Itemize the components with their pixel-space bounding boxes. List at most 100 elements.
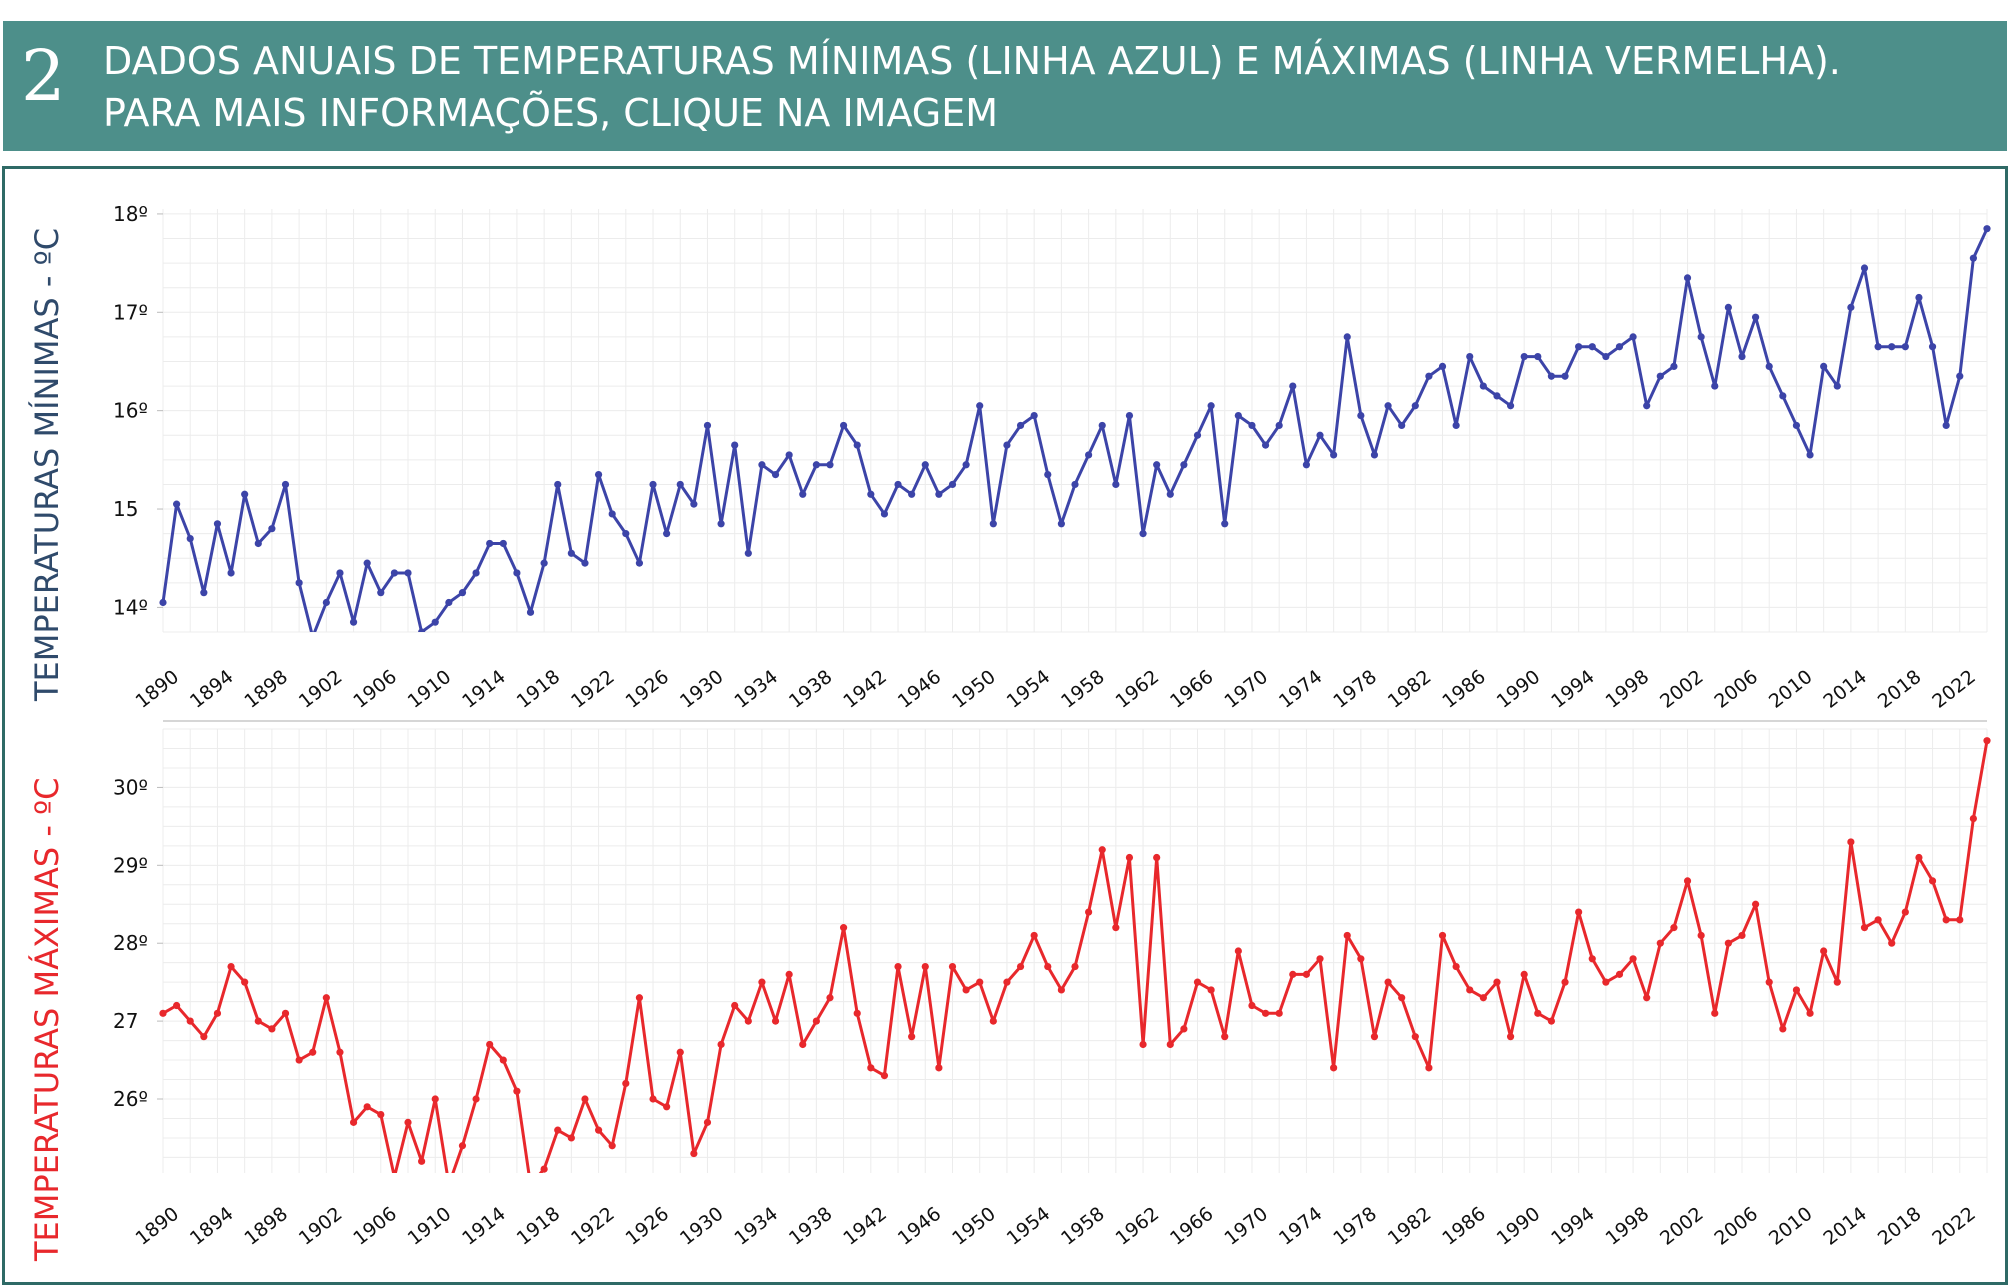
max-data-point	[254, 1017, 262, 1025]
max-xtick-label: 2002	[1656, 1203, 1708, 1250]
max-data-point	[1588, 955, 1596, 963]
max-data-point	[186, 1017, 194, 1025]
min-data-point	[1547, 372, 1556, 380]
max-xtick-label: 1954	[1003, 1203, 1055, 1250]
max-data-point	[1888, 939, 1896, 947]
min-data-point	[540, 559, 548, 567]
max-data-point	[295, 1056, 303, 1064]
max-data-point	[867, 1064, 875, 1072]
min-data-point	[1575, 343, 1583, 351]
max-data-point	[1071, 962, 1079, 971]
max-data-point	[649, 1095, 657, 1103]
min-xtick-label: 2018	[1874, 666, 1926, 713]
min-ytick-label: 15	[113, 497, 138, 521]
min-data-point	[513, 569, 521, 577]
min-data-point	[1153, 461, 1161, 469]
min-data-point	[594, 471, 603, 479]
max-data-point	[1330, 1064, 1338, 1072]
max-data-point	[799, 1040, 807, 1049]
max-data-point	[690, 1149, 698, 1158]
min-data-point	[1466, 352, 1474, 361]
min-data-point	[418, 628, 426, 632]
min-xtick-label: 1946	[894, 666, 946, 713]
min-data-point	[1193, 431, 1202, 439]
max-data-point	[1466, 986, 1474, 994]
min-plot-area	[163, 209, 1987, 632]
max-xtick-label: 1950	[948, 1203, 1000, 1250]
max-xtick-label: 1978	[1329, 1203, 1381, 1250]
min-xtick-label: 2022	[1928, 666, 1980, 713]
max-data-point	[1942, 916, 1950, 924]
min-data-point	[1085, 451, 1093, 459]
min-data-point	[1438, 362, 1447, 370]
min-xtick-label: 1926	[622, 666, 674, 713]
max-data-point	[1357, 955, 1365, 963]
max-data-point	[200, 1033, 208, 1041]
min-data-point	[186, 534, 194, 543]
min-data-point	[1398, 421, 1406, 430]
max-data-point	[1983, 737, 1991, 745]
max-data-point	[1928, 877, 1937, 885]
min-xtick-label: 1962	[1112, 666, 1164, 713]
max-xtick-label: 1906	[349, 1203, 401, 1250]
min-data-point	[717, 520, 725, 528]
min-data-point	[1289, 382, 1297, 390]
max-data-point	[1697, 931, 1705, 940]
min-data-point	[1248, 421, 1256, 430]
max-data-point	[1261, 1009, 1270, 1017]
max-data-point	[322, 994, 330, 1002]
min-data-point	[1071, 480, 1079, 489]
max-xtick-label: 1994	[1547, 1203, 1599, 1250]
max-data-point	[227, 962, 235, 971]
min-xtick-label: 1918	[513, 666, 565, 713]
max-xtick-label: 1898	[240, 1203, 292, 1250]
max-data-point	[1493, 978, 1501, 986]
max-data-point	[1847, 838, 1855, 846]
max-data-point	[1711, 1009, 1719, 1017]
max-xtick-label: 2022	[1928, 1203, 1980, 1250]
max-xtick-label: 1982	[1384, 1203, 1436, 1250]
min-data-point	[703, 421, 712, 430]
min-xtick-label: 1950	[948, 666, 1000, 713]
min-data-point	[976, 402, 984, 410]
figure-number: 2	[21, 35, 66, 117]
max-data-point	[1221, 1033, 1229, 1041]
min-data-point	[1275, 421, 1283, 430]
max-data-point	[1438, 931, 1447, 940]
min-data-point	[1697, 333, 1705, 341]
max-data-point	[404, 1118, 412, 1126]
max-data-point	[363, 1103, 371, 1111]
min-data-point	[336, 569, 344, 577]
min-data-point	[1370, 451, 1379, 459]
max-xtick-label: 1922	[567, 1203, 619, 1250]
min-data-point	[554, 480, 562, 489]
header-title-line1: DADOS ANUAIS DE TEMPERATURAS MÍNIMAS (LI…	[103, 39, 1841, 83]
max-data-point	[1860, 924, 1869, 932]
max-data-point	[622, 1079, 630, 1088]
min-data-point	[812, 461, 820, 469]
min-ytick-label: 17º	[113, 300, 148, 324]
min-data-point	[1479, 382, 1487, 390]
min-data-point	[1139, 530, 1147, 538]
charts-panel[interactable]: 14º 15 16º 17º 18º 1890 1894 1898 1902 1906 1910 19…	[2, 166, 2008, 1285]
min-data-point	[1452, 421, 1460, 430]
max-data-point	[1820, 947, 1828, 955]
min-data-point	[908, 490, 916, 498]
min-data-point	[241, 490, 249, 498]
min-xtick-label: 1978	[1329, 666, 1381, 713]
min-xtick-label: 1994	[1547, 666, 1599, 713]
max-data-point	[880, 1072, 889, 1080]
max-data-point	[1289, 970, 1297, 978]
max-data-point	[1874, 916, 1882, 924]
min-data-point	[1003, 441, 1011, 449]
header-banner[interactable]: 2 DADOS ANUAIS DE TEMPERATURAS MÍNIMAS (…	[3, 21, 2007, 151]
min-data-point	[1588, 343, 1596, 351]
min-data-point	[1302, 461, 1311, 469]
min-data-point	[486, 539, 494, 548]
max-data-point	[1547, 1017, 1556, 1025]
min-data-point	[1738, 352, 1746, 361]
min-data-point	[1724, 303, 1732, 311]
max-data-point	[921, 962, 929, 971]
max-ytick-label: 26º	[113, 1087, 148, 1111]
min-data-point	[880, 510, 889, 518]
